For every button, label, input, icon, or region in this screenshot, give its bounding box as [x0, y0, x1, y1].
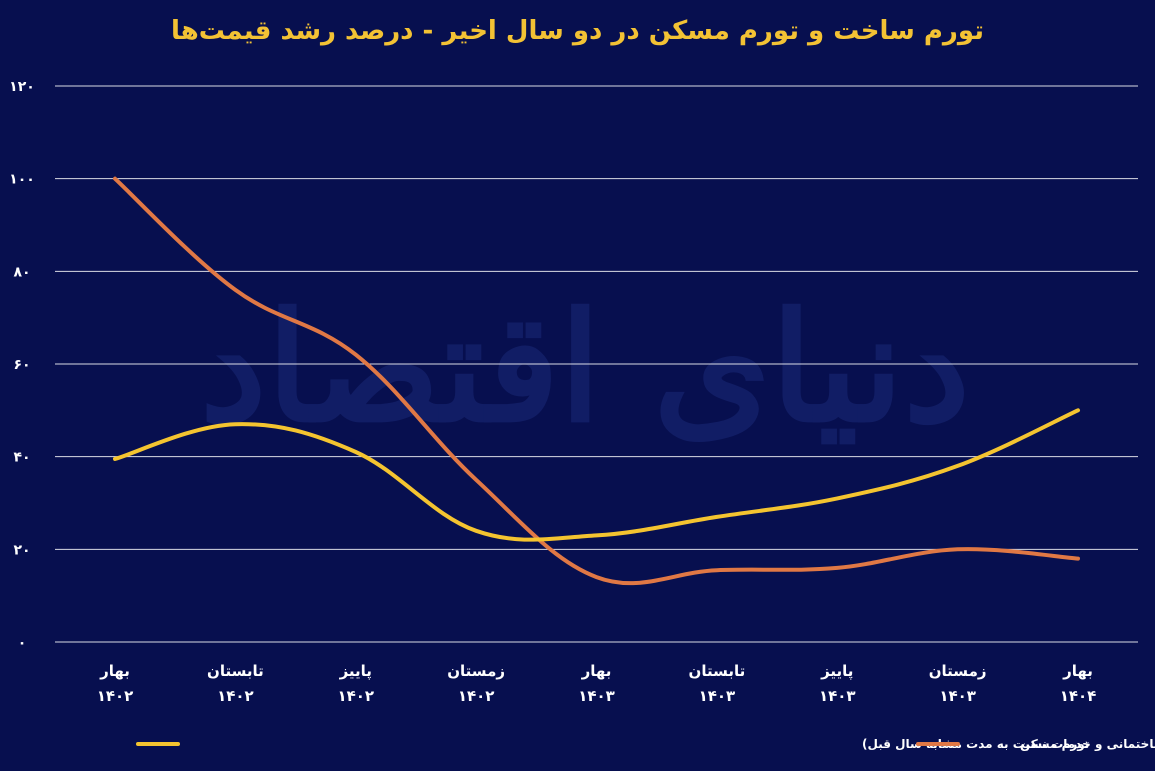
series-line-housing-inflation	[113, 176, 1080, 586]
x-tick-label: پاییز	[339, 662, 372, 681]
y-tick-label: ۱۰۰	[9, 172, 35, 188]
y-tick-label: ۱۲۰	[9, 79, 35, 95]
x-tick-label-year: ۱۴۰۳	[819, 687, 856, 705]
legend-label-housing: تورم مسکن	[1020, 737, 1089, 752]
y-tick-label: ۲۰	[13, 542, 30, 558]
chart-title: تورم ساخت و تورم مسکن در دو سال اخیر - د…	[171, 16, 984, 46]
legend-label-construction: تورم ساخت مسکن در تهران (درصد تغییرات شا…	[862, 737, 1155, 752]
grid	[55, 85, 1138, 643]
x-tick-label-year: ۱۴۰۴	[1060, 687, 1097, 705]
x-tick-label-year: ۱۴۰۲	[458, 687, 495, 705]
y-tick-label: ۸۰	[13, 264, 30, 280]
x-tick-label: پاییز	[820, 662, 853, 681]
x-axis: بهار ۱۴۰۲ تابستان ۱۴۰۲ پاییز ۱۴۰۲ زمستان ۱۴۰۲ به…	[97, 662, 1097, 705]
legend: تورم ساخت مسکن در تهران (درصد تغییرات شا…	[136, 737, 1155, 752]
y-axis: ۰ ۲۰ ۴۰ ۶۰ ۸۰ ۱۰۰ ۱۲۰	[9, 79, 35, 651]
x-tick-label-year: ۱۴۰۳	[939, 687, 976, 705]
y-tick-label: ۶۰	[13, 357, 30, 373]
x-tick-label: تابستان	[207, 662, 264, 680]
x-tick-label-year: ۱۴۰۲	[337, 687, 374, 705]
x-tick-label: تابستان	[689, 662, 746, 680]
x-tick-label: بهار	[581, 662, 612, 680]
watermark: دنیای اقتصاد	[200, 280, 970, 456]
x-tick-label-year: ۱۴۰۳	[699, 687, 736, 705]
y-tick-label: ۰	[18, 635, 27, 651]
y-tick-label: ۴۰	[13, 450, 30, 466]
x-tick-label: بهار	[99, 662, 130, 680]
x-tick-label-year: ۱۴۰۳	[578, 687, 615, 705]
x-tick-label: بهار	[1062, 662, 1093, 680]
x-tick-label-year: ۱۴۰۲	[97, 687, 134, 705]
x-tick-label: زمستان	[447, 662, 505, 680]
series	[113, 176, 1080, 586]
x-tick-label-year: ۱۴۰۲	[217, 687, 254, 705]
x-tick-label: زمستان	[929, 662, 987, 680]
watermark-text: دنیای اقتصاد	[200, 280, 970, 456]
